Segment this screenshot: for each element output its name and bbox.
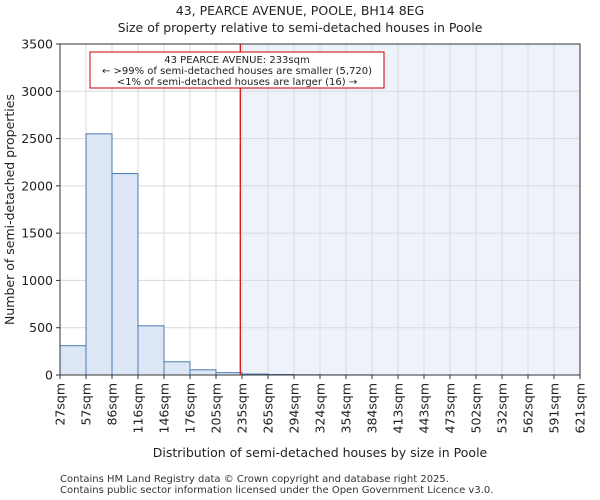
x-tick-label: 324sqm (313, 383, 328, 433)
x-tick-label: 443sqm (417, 383, 432, 433)
x-tick-label: 235sqm (235, 383, 250, 433)
x-tick-label: 591sqm (547, 383, 562, 433)
y-tick-label: 1000 (21, 273, 53, 288)
x-tick-label: 57sqm (79, 383, 94, 426)
x-tick-label: 294sqm (287, 383, 302, 433)
larger-region-shading (240, 44, 580, 375)
histogram-bar (85, 133, 113, 376)
y-tick-label: 3000 (21, 84, 53, 99)
y-axis-title: Number of semi-detached properties (2, 94, 17, 325)
y-tick-label: 1500 (21, 226, 53, 241)
x-tick-label: 502sqm (469, 383, 484, 433)
x-tick-label: 354sqm (339, 383, 354, 433)
histogram-bar (59, 345, 87, 376)
footer-line-1: Contains HM Land Registry data © Crown c… (60, 474, 449, 485)
x-tick-label: 176sqm (183, 383, 198, 433)
histogram-bar (163, 361, 191, 376)
y-tick-label: 500 (29, 320, 53, 335)
histogram-bar (189, 369, 217, 376)
histogram-bar (111, 173, 139, 376)
histogram-bar (137, 325, 165, 376)
x-tick-label: 621sqm (573, 383, 588, 433)
annotation-line-2: ← >99% of semi-detached houses are small… (102, 66, 372, 77)
chart-subtitle: Size of property relative to semi-detach… (117, 20, 483, 35)
y-tick-label: 3500 (21, 37, 53, 52)
x-tick-label: 562sqm (521, 383, 536, 433)
x-tick-label: 532sqm (495, 383, 510, 433)
x-tick-label: 86sqm (105, 383, 120, 426)
x-tick-label: 116sqm (131, 383, 146, 433)
y-tick-label: 0 (45, 368, 53, 383)
annotation-box (89, 51, 385, 89)
x-axis-title: Distribution of semi-detached houses by … (153, 445, 488, 460)
y-tick-label: 2000 (21, 178, 53, 193)
y-tick-label: 2500 (21, 131, 53, 146)
footer-line-2: Contains public sector information licen… (60, 485, 494, 496)
x-tick-label: 413sqm (391, 383, 406, 433)
x-tick-label: 146sqm (157, 383, 172, 433)
x-tick-label: 205sqm (209, 383, 224, 433)
x-tick-label: 473sqm (443, 383, 458, 433)
chart-title: 43, PEARCE AVENUE, POOLE, BH14 8EG (175, 3, 425, 18)
x-tick-label: 27sqm (53, 383, 68, 426)
x-tick-label: 265sqm (261, 383, 276, 433)
x-tick-label: 384sqm (365, 383, 380, 433)
annotation-line-3: <1% of semi-detached houses are larger (… (117, 77, 357, 88)
annotation-line-1: 43 PEARCE AVENUE: 233sqm (164, 55, 309, 66)
